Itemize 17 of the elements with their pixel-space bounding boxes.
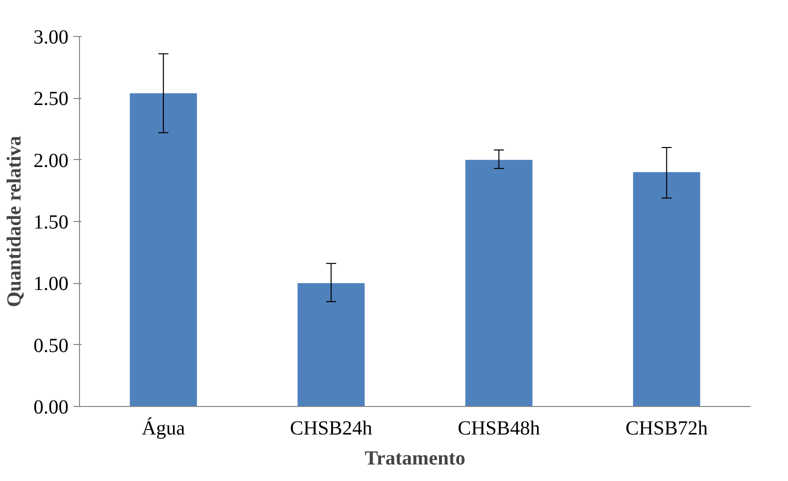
bar (298, 283, 365, 406)
bar (130, 93, 197, 406)
y-tick-label: 2.50 (34, 88, 68, 110)
x-axis-title: Tratamento (364, 448, 466, 470)
y-tick-label: 3.00 (34, 26, 68, 48)
x-tick-label: CHSB72h (626, 418, 708, 440)
bar (465, 160, 532, 406)
x-tick-label: CHSB24h (290, 418, 372, 440)
y-axis-title: Quantidade relativa (4, 136, 26, 308)
y-tick-label: 2.00 (34, 150, 68, 172)
bar (633, 172, 700, 406)
y-tick-label: 1.00 (34, 273, 68, 296)
x-tick-label: Água (142, 416, 186, 440)
y-tick-label: 1.50 (34, 212, 68, 234)
y-tick-label: 0.50 (34, 334, 68, 357)
x-tick-label: CHSB48h (458, 418, 540, 440)
y-tick-label: 0.00 (34, 396, 68, 418)
